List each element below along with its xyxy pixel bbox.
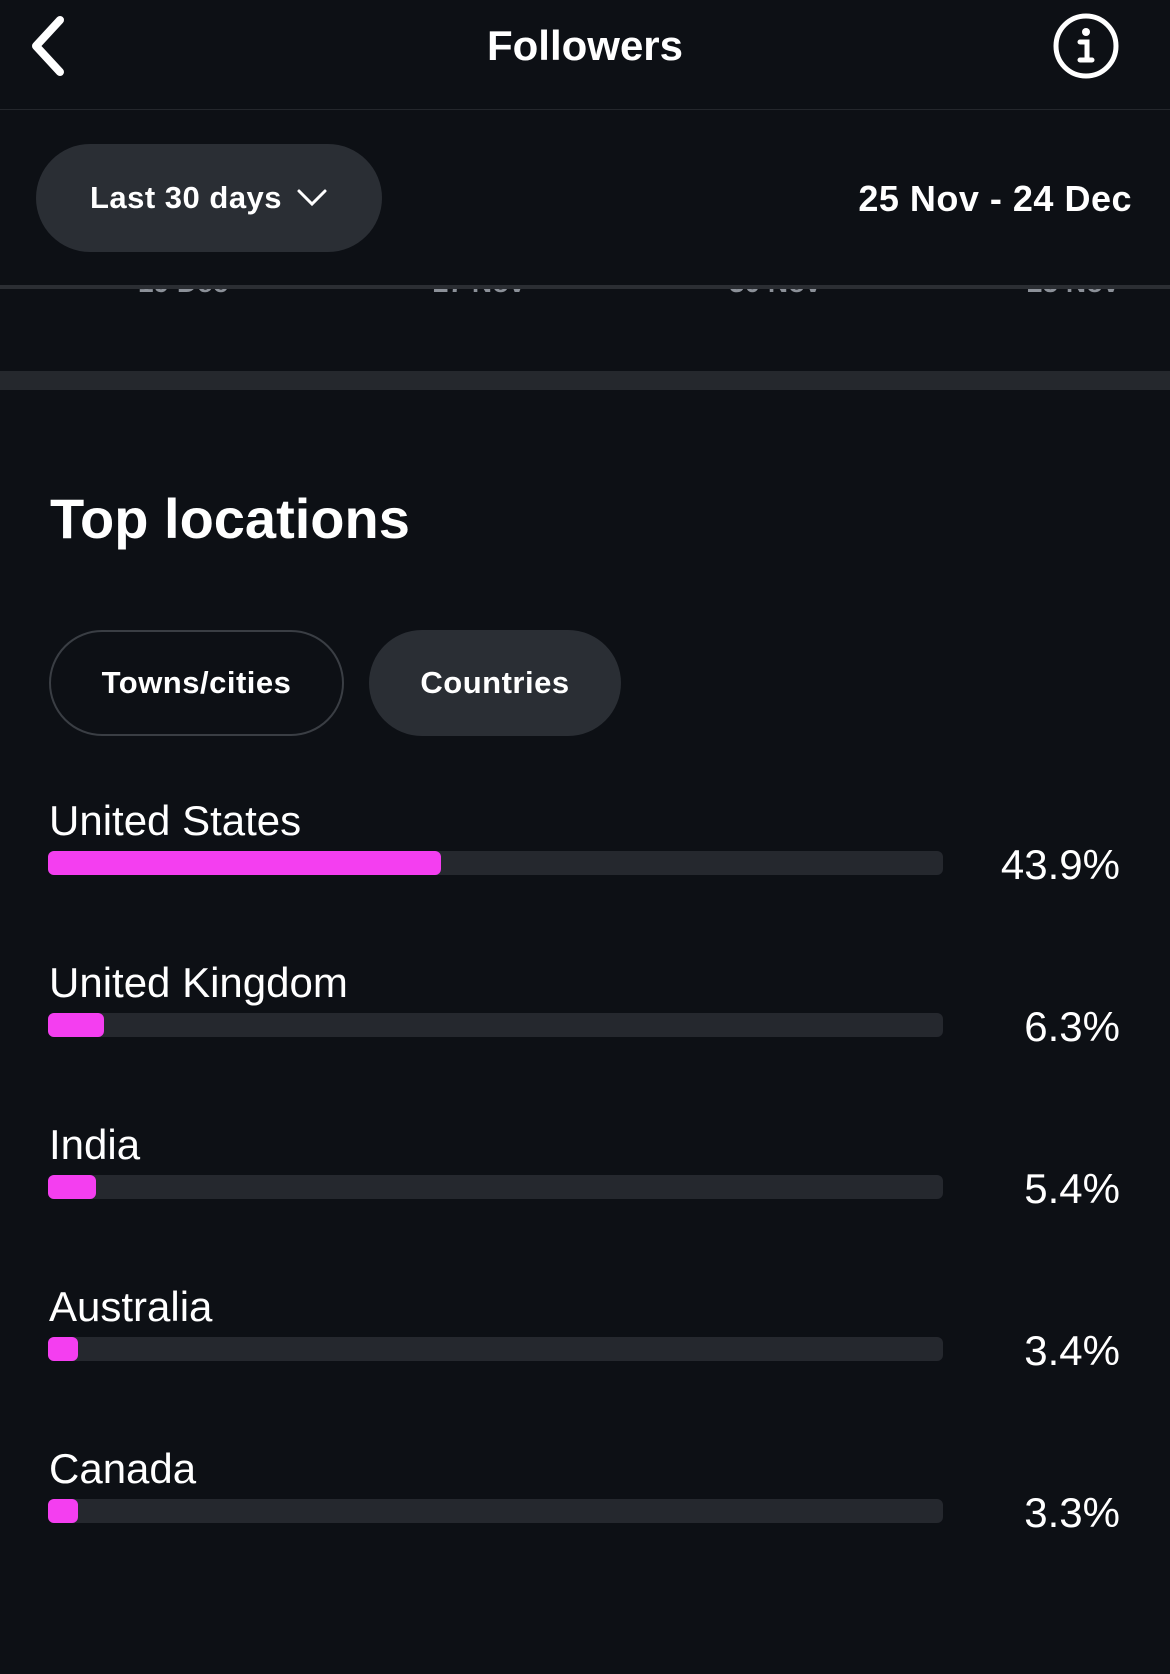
- tick-label: 25 Nov: [1027, 289, 1119, 299]
- progress-track: [48, 1337, 943, 1361]
- header: Followers: [0, 0, 1170, 110]
- tab-towns-cities[interactable]: Towns/cities: [49, 630, 344, 736]
- progress-fill: [48, 851, 441, 875]
- tick-label: 30 Nov: [729, 289, 821, 299]
- chart-axis: [0, 285, 1170, 289]
- location-percent: 43.9%: [1000, 841, 1120, 888]
- location-row: India 5.4%: [0, 1121, 1170, 1283]
- tick-label: 19 Dec: [138, 289, 228, 299]
- progress-fill: [48, 1175, 97, 1199]
- location-name: United States: [49, 797, 302, 844]
- page-title: Followers: [486, 22, 684, 69]
- progress-fill: [48, 1013, 105, 1037]
- section-title: Top locations: [50, 487, 410, 550]
- period-label: Last 30 days: [89, 180, 283, 215]
- date-range: 25 Nov - 24 Dec: [858, 178, 1132, 219]
- chevron-left-icon[interactable]: [26, 14, 76, 78]
- progress-track: [48, 1013, 943, 1037]
- chevron-down-icon: [297, 189, 327, 207]
- location-percent: 5.4%: [1024, 1165, 1120, 1212]
- progress-fill: [48, 1337, 79, 1361]
- progress-track: [48, 1499, 943, 1523]
- info-icon[interactable]: [1052, 12, 1120, 80]
- tick-label: 27 Nov: [433, 289, 525, 299]
- period-dropdown[interactable]: Last 30 days: [36, 144, 382, 252]
- location-name: India: [49, 1121, 141, 1168]
- progress-fill: [48, 1499, 78, 1523]
- location-name: Australia: [49, 1283, 213, 1330]
- location-percent: 3.4%: [1024, 1327, 1120, 1374]
- location-row: United States 43.9%: [0, 797, 1170, 959]
- progress-track: [48, 1175, 943, 1199]
- location-row: Canada 3.3%: [0, 1445, 1170, 1607]
- location-name: United Kingdom: [49, 959, 348, 1006]
- section-divider: [0, 371, 1170, 390]
- tab-countries[interactable]: Countries: [369, 630, 621, 736]
- location-row: Australia 3.4%: [0, 1283, 1170, 1445]
- location-percent: 6.3%: [1024, 1003, 1120, 1050]
- progress-track: [48, 851, 943, 875]
- chart-axis-ticks: 19 Dec 27 Nov 30 Nov 25 Nov: [0, 289, 1170, 299]
- location-row: United Kingdom 6.3%: [0, 959, 1170, 1121]
- location-name: Canada: [49, 1445, 197, 1492]
- location-percent: 3.3%: [1024, 1489, 1120, 1536]
